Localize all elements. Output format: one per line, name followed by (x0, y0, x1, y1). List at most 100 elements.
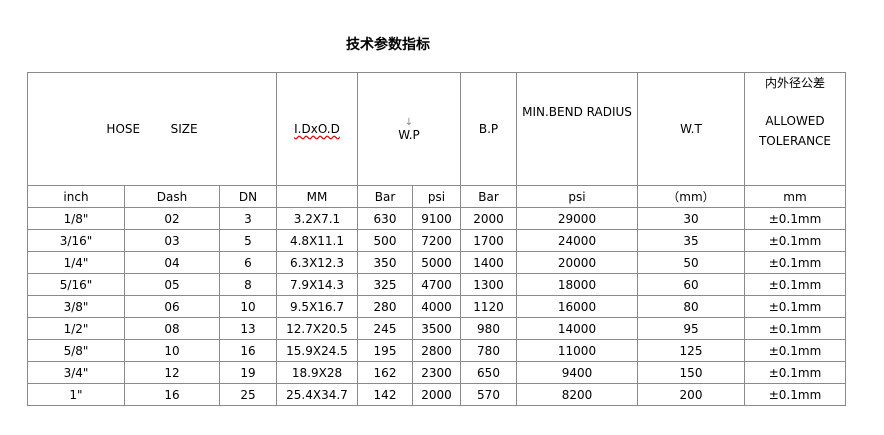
table-cell: 9100 (412, 207, 461, 230)
table-cell: ±0.1mm (744, 207, 846, 230)
table-cell: 6 (219, 251, 277, 274)
table-cell: 1/4" (27, 251, 125, 274)
table-cell: 500 (357, 229, 413, 252)
table-cell: 125 (637, 339, 745, 362)
table-row: 3/16" 03 5 4.8X11.1 500 7200 1700 24000 35 ±0.1mm (27, 229, 846, 252)
table-cell: 1700 (460, 229, 517, 252)
table-cell: 5000 (412, 251, 461, 274)
table-row: 1/2" 08 13 12.7X20.5 245 3500 980 14000 95 ±0.1mm (27, 317, 846, 340)
table-cell: 280 (357, 295, 413, 318)
table-cell: 18000 (516, 273, 638, 296)
table-cell: 1/2" (27, 317, 125, 340)
table-cell: ±0.1mm (744, 339, 846, 362)
unit-cell: DN (219, 185, 277, 208)
table-cell: 24000 (516, 229, 638, 252)
table-cell: 29000 (516, 207, 638, 230)
table-cell: 8 (219, 273, 277, 296)
table-cell: 2000 (460, 207, 517, 230)
wp-header: ↓ W.P (357, 72, 461, 186)
table-cell: 5 (219, 229, 277, 252)
table-cell: 05 (124, 273, 220, 296)
tolerance-header: 内外径公差 ALLOWED TOLERANCE (744, 72, 846, 186)
table-cell: 8200 (516, 383, 638, 406)
table-cell: 195 (357, 339, 413, 362)
table-cell: 11000 (516, 339, 638, 362)
unit-cell: mm (744, 185, 846, 208)
table-cell: ±0.1mm (744, 251, 846, 274)
table-cell: 1400 (460, 251, 517, 274)
table-cell: 3.2X7.1 (276, 207, 358, 230)
unit-cell: Bar (357, 185, 413, 208)
unit-cell: MM (276, 185, 358, 208)
table-cell: 20000 (516, 251, 638, 274)
table-cell: 325 (357, 273, 413, 296)
table-cell: 12 (124, 361, 220, 384)
tolerance-en-label-2: TOLERANCE (758, 134, 832, 148)
table-cell: 06 (124, 295, 220, 318)
header-row: HOSE SIZE I.DxO.D ↓ W.P B.P MIN.BEND RADI… (27, 72, 846, 186)
wt-header: W.T (637, 72, 745, 186)
table-cell: 19 (219, 361, 277, 384)
document-title: 技术参数指标 (346, 37, 430, 53)
table-cell: 1/8" (27, 207, 125, 230)
table-cell: 95 (637, 317, 745, 340)
unit-cell: Dash (124, 185, 220, 208)
table-cell: 08 (124, 317, 220, 340)
unit-cell: Bar (460, 185, 517, 208)
bp-header: B.P (460, 72, 517, 186)
table-cell: 162 (357, 361, 413, 384)
table-row: 1/4" 04 6 6.3X12.3 350 5000 1400 20000 50 ±0.1mm (27, 251, 846, 274)
table-cell: 13 (219, 317, 277, 340)
table-cell: 980 (460, 317, 517, 340)
table-cell: 3/8" (27, 295, 125, 318)
table-cell: 35 (637, 229, 745, 252)
min-bend-radius-header: MIN.BEND RADIUS (516, 72, 638, 186)
tolerance-cn-label: 内外径公差 (764, 76, 825, 90)
table-cell: 18.9X28 (276, 361, 358, 384)
table-cell: 3/4" (27, 361, 125, 384)
id-od-header: I.DxO.D (276, 72, 358, 186)
table-cell: 03 (124, 229, 220, 252)
unit-cell: inch (27, 185, 125, 208)
table-cell: 30 (637, 207, 745, 230)
table-cell: 25.4X34.7 (276, 383, 358, 406)
table-row: 3/4" 12 19 18.9X28 162 2300 650 9400 150 ±0.1mm (27, 361, 846, 384)
table-cell: 9400 (516, 361, 638, 384)
table-cell: 3 (219, 207, 277, 230)
table-cell: 5/16" (27, 273, 125, 296)
table-cell: 14000 (516, 317, 638, 340)
unit-cell: psi (412, 185, 461, 208)
tolerance-en-label-1: ALLOWED (765, 114, 825, 128)
table-cell: 7200 (412, 229, 461, 252)
table-cell: ±0.1mm (744, 229, 846, 252)
hose-size-header: HOSE SIZE (27, 72, 277, 186)
table-cell: 4000 (412, 295, 461, 318)
table-cell: 10 (219, 295, 277, 318)
table-cell: ±0.1mm (744, 273, 846, 296)
table-cell: 10 (124, 339, 220, 362)
table-row: 1" 16 25 25.4X34.7 142 2000 570 8200 200 ±0.1mm (27, 383, 846, 406)
table-cell: 15.9X24.5 (276, 339, 358, 362)
table-cell: ±0.1mm (744, 295, 846, 318)
table-cell: 650 (460, 361, 517, 384)
table-cell: ±0.1mm (744, 383, 846, 406)
unit-cell: psi (516, 185, 638, 208)
table-cell: ±0.1mm (744, 317, 846, 340)
table-cell: 2300 (412, 361, 461, 384)
table-cell: 4.8X11.1 (276, 229, 358, 252)
table-cell: 25 (219, 383, 277, 406)
technical-parameters-table: HOSE SIZE I.DxO.D ↓ W.P B.P MIN.BEND RADI… (27, 72, 846, 406)
table-row: 3/8" 06 10 9.5X16.7 280 4000 1120 16000 80 ±0.1mm (27, 295, 846, 318)
arrow-down-icon: ↓ (404, 116, 414, 128)
table-row: 1/8" 02 3 3.2X7.1 630 9100 2000 29000 30 ±0.1mm (27, 207, 846, 230)
units-row: inch Dash DN MM Bar psi Bar psi （mm） mm (27, 185, 846, 208)
table-cell: 245 (357, 317, 413, 340)
table-cell: 3/16" (27, 229, 125, 252)
table-cell: 60 (637, 273, 745, 296)
table-cell: 9.5X16.7 (276, 295, 358, 318)
table-cell: 1300 (460, 273, 517, 296)
table-cell: 200 (637, 383, 745, 406)
table-cell: 7.9X14.3 (276, 273, 358, 296)
table-cell: 142 (357, 383, 413, 406)
table-cell: 16000 (516, 295, 638, 318)
